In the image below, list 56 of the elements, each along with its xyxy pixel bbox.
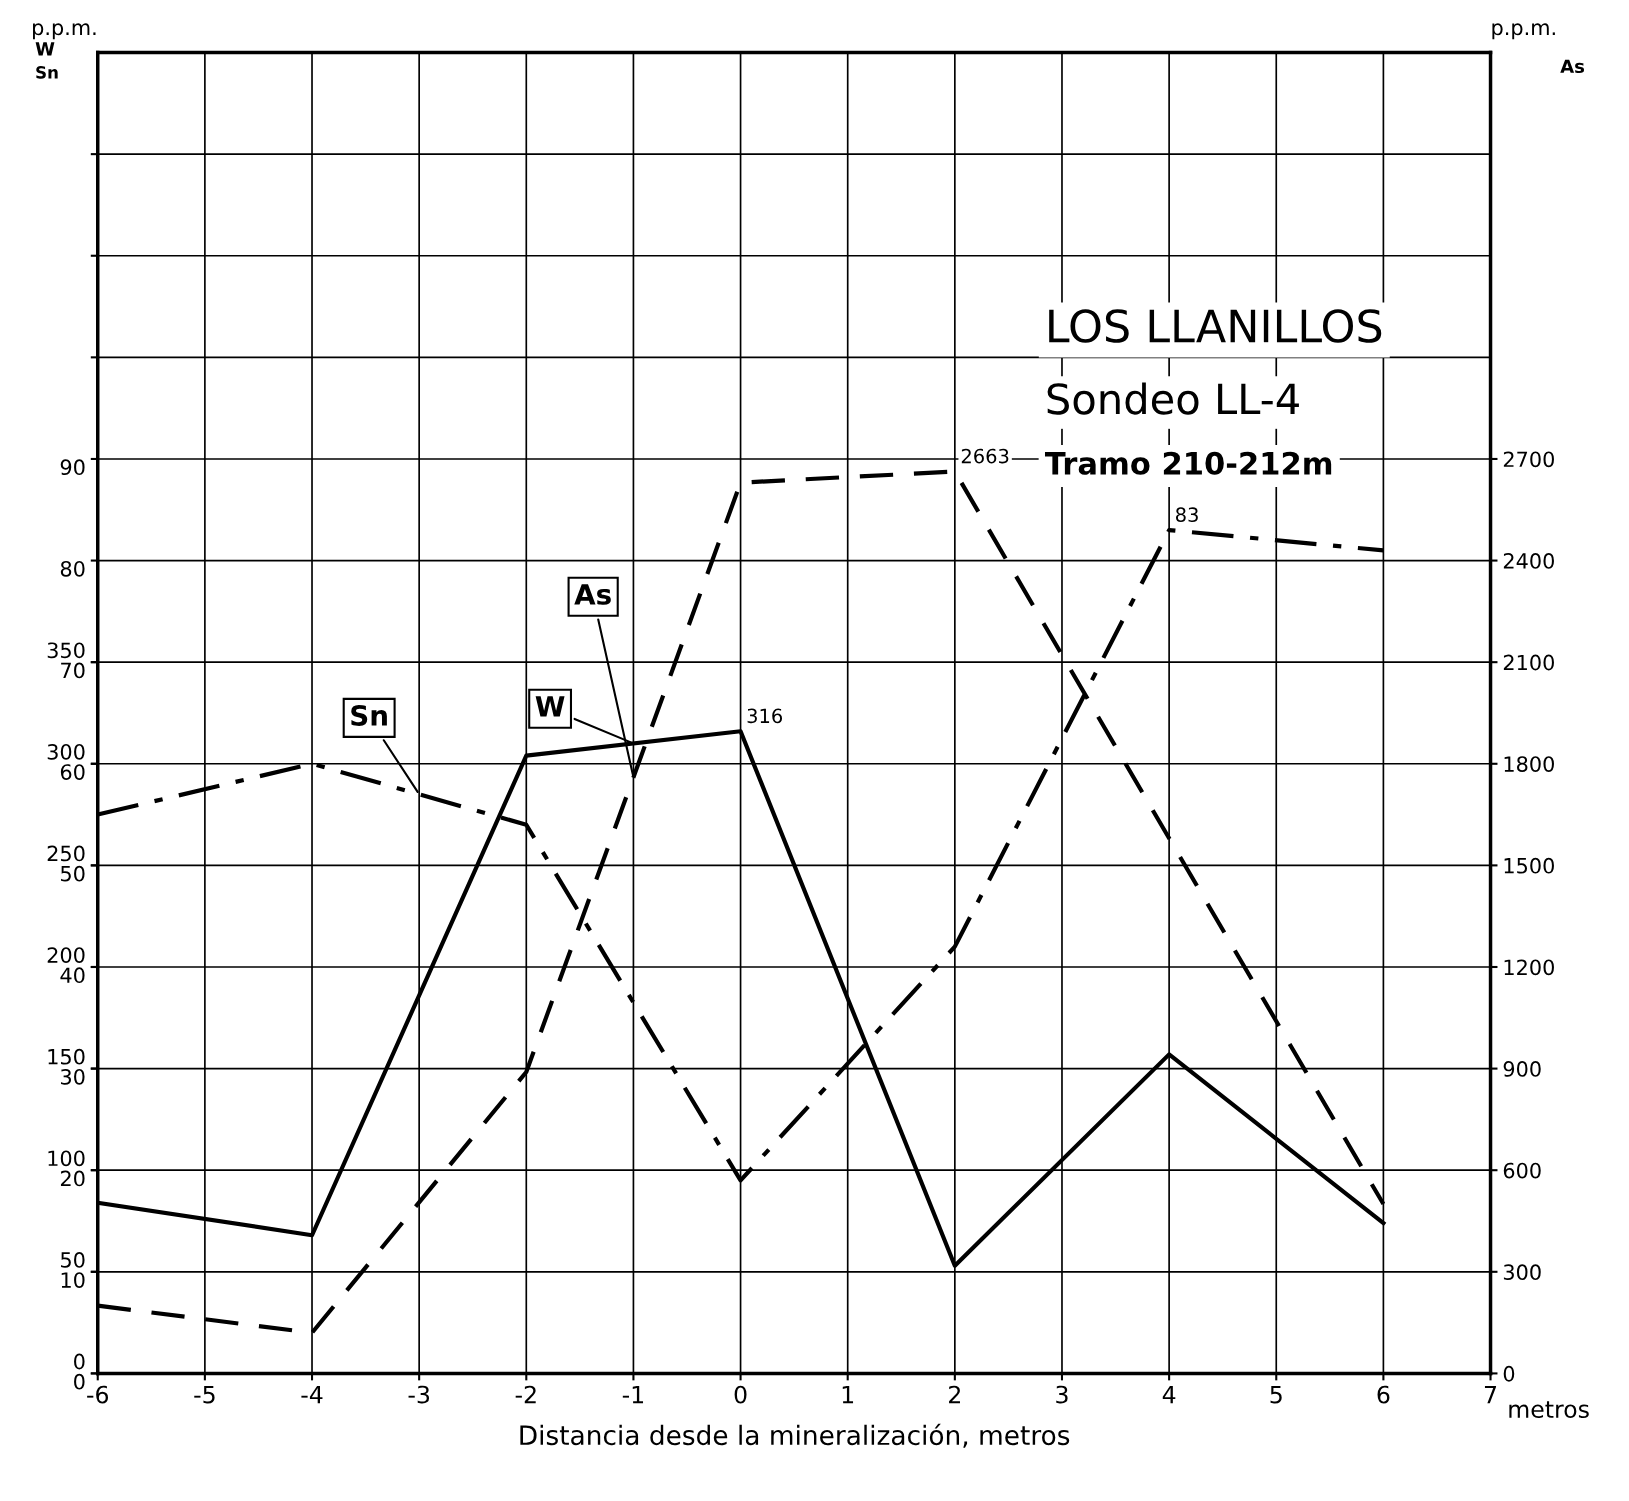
y3-tick-label: 300	[47, 743, 85, 760]
y-tick-label: 20	[60, 1170, 85, 1187]
y-tick-label: 50	[61, 865, 85, 882]
y3-tick-label: 350	[47, 642, 85, 659]
y2-tick-label: 1800	[1504, 756, 1554, 772]
x-tick-label: 0	[734, 1385, 747, 1404]
y2-tick-label: 900	[1503, 1061, 1541, 1077]
text: LOS LLANILLOS	[1049, 309, 1382, 343]
data-label: 316	[747, 708, 783, 724]
x-tick-label: -5	[194, 1385, 215, 1404]
y2-tick-label: 0	[1503, 1365, 1515, 1382]
y3-tick-label: 200	[47, 947, 85, 963]
y3-tick-label: 150	[48, 1048, 85, 1065]
x-tick-label: -4	[301, 1385, 323, 1404]
data-label: 2663	[961, 448, 1009, 464]
x-tick-label: 4	[1162, 1385, 1176, 1404]
y-tick-label: 90	[60, 459, 85, 476]
text: As	[1560, 59, 1585, 74]
x-tick-label: 6	[1377, 1385, 1390, 1404]
y2-tick-label: 600	[1503, 1162, 1541, 1179]
series-label: W	[535, 696, 565, 717]
x-tick-label: 3	[1056, 1385, 1068, 1404]
y-tick-label: 40	[60, 967, 85, 984]
y-tick-label: 70	[61, 662, 85, 679]
series-label: Sn	[351, 704, 387, 726]
x-tick-label: 1	[842, 1385, 854, 1404]
y2-tick-label: 2100	[1503, 654, 1554, 671]
y2-tick-label: 300	[1503, 1264, 1541, 1281]
y-tick-label: 80	[60, 560, 85, 577]
text: Sondeo LL-4	[1047, 382, 1299, 415]
y-tick-label: 0	[74, 1373, 85, 1390]
y-axis-title: p.p.m.	[33, 23, 96, 40]
y2-tick-label: 2400	[1503, 553, 1554, 569]
data-label: 83	[1175, 507, 1198, 523]
x-tick-label: 2	[949, 1385, 960, 1404]
text: W	[35, 42, 55, 56]
x-tick-label: 7	[1484, 1385, 1497, 1404]
x-tick-label: -3	[408, 1385, 430, 1404]
annotation: Tramo 210-212m	[1044, 451, 1332, 475]
y-tick-label: 30	[61, 1068, 85, 1085]
y2-axis-title: p.p.m.	[1492, 23, 1555, 40]
text: As	[574, 584, 611, 605]
text: Sn	[36, 66, 58, 79]
y2-tick-label: 1500	[1504, 857, 1554, 874]
y3-tick-label: 250	[47, 845, 85, 862]
text: metros	[1509, 1401, 1589, 1419]
y2-tick-label: 1200	[1504, 959, 1554, 976]
y3-tick-label: 100	[48, 1150, 85, 1167]
x-tick-label: -2	[515, 1385, 536, 1404]
x-tick-label: -6	[87, 1385, 109, 1404]
x-tick-label: -1	[622, 1385, 644, 1404]
y-tick-label: 60	[60, 764, 85, 780]
y-tick-label: 10	[61, 1272, 85, 1288]
x-axis-title: Distancia desde la mineralización, metros	[520, 1423, 1070, 1448]
x-tick-label: 5	[1270, 1385, 1282, 1404]
y2-tick-label: 2700	[1503, 451, 1554, 468]
